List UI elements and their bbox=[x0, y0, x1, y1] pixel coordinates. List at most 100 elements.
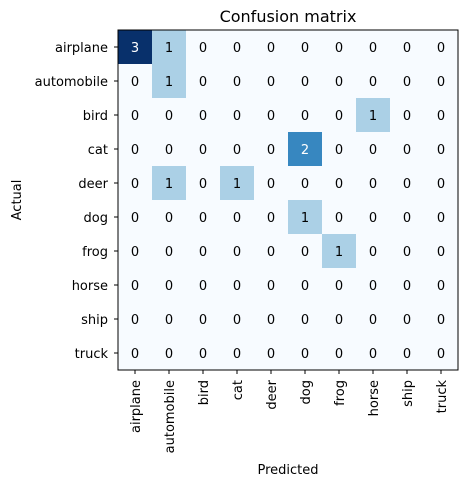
cell-value-label: 0 bbox=[369, 211, 377, 226]
cell-value-label: 0 bbox=[369, 177, 377, 192]
cell-value-label: 0 bbox=[131, 177, 139, 192]
heatmap-cell bbox=[254, 268, 288, 302]
cell-value-label: 0 bbox=[131, 347, 139, 362]
heatmap-cell bbox=[322, 234, 356, 268]
heatmap-cell bbox=[322, 64, 356, 98]
cell-value-label: 1 bbox=[165, 177, 173, 192]
heatmap-cell bbox=[118, 200, 152, 234]
cell-value-label: 1 bbox=[301, 211, 309, 226]
cell-value-label: 0 bbox=[267, 245, 275, 260]
cell-value-label: 0 bbox=[301, 177, 309, 192]
y-tick-label: horse bbox=[72, 279, 108, 294]
heatmap-cell bbox=[322, 166, 356, 200]
heatmap-cell bbox=[390, 268, 424, 302]
heatmap-cell bbox=[118, 98, 152, 132]
cell-value-label: 0 bbox=[335, 75, 343, 90]
x-tick-label: horse bbox=[367, 380, 382, 416]
cell-value-label: 0 bbox=[131, 109, 139, 124]
heatmap-cell bbox=[254, 336, 288, 370]
heatmap-cell bbox=[254, 166, 288, 200]
chart-title: Confusion matrix bbox=[220, 7, 357, 26]
heatmap-cell bbox=[220, 64, 254, 98]
heatmap-cell bbox=[424, 98, 458, 132]
heatmap-cell bbox=[254, 200, 288, 234]
cell-value-label: 0 bbox=[437, 109, 445, 124]
cell-value-label: 0 bbox=[131, 279, 139, 294]
heatmap-cell bbox=[118, 302, 152, 336]
heatmap-cell bbox=[220, 200, 254, 234]
cell-value-label: 1 bbox=[165, 41, 173, 56]
cell-value-label: 0 bbox=[267, 313, 275, 328]
heatmap-cell bbox=[390, 132, 424, 166]
y-tick-label: bird bbox=[83, 109, 108, 124]
x-tick-label: ship bbox=[401, 380, 416, 407]
heatmap-cell bbox=[186, 98, 220, 132]
heatmap-cell bbox=[424, 132, 458, 166]
cell-value-label: 0 bbox=[199, 211, 207, 226]
cell-value-label: 0 bbox=[233, 109, 241, 124]
heatmap-cell bbox=[152, 166, 186, 200]
cell-value-label: 0 bbox=[437, 279, 445, 294]
heatmap-cell bbox=[356, 30, 390, 64]
cell-value-label: 0 bbox=[131, 313, 139, 328]
heatmap-cell bbox=[220, 166, 254, 200]
heatmap-cell bbox=[322, 302, 356, 336]
cell-value-label: 0 bbox=[301, 347, 309, 362]
heatmap-cell bbox=[424, 302, 458, 336]
cell-value-label: 0 bbox=[301, 41, 309, 56]
heatmap-cell bbox=[356, 302, 390, 336]
heatmap-cell bbox=[390, 336, 424, 370]
heatmap-cell bbox=[390, 200, 424, 234]
x-tick-label: airplane bbox=[129, 380, 144, 433]
y-tick-label: truck bbox=[75, 347, 109, 362]
x-tick-label: truck bbox=[435, 380, 450, 414]
heatmap-cell bbox=[220, 234, 254, 268]
cell-value-label: 0 bbox=[403, 41, 411, 56]
heatmap-cell bbox=[288, 336, 322, 370]
heatmap-cell bbox=[356, 64, 390, 98]
cell-value-label: 0 bbox=[199, 41, 207, 56]
cell-value-label: 0 bbox=[369, 279, 377, 294]
cell-value-label: 0 bbox=[437, 177, 445, 192]
heatmap-cell bbox=[220, 132, 254, 166]
cell-value-label: 0 bbox=[267, 75, 275, 90]
cell-value-label: 0 bbox=[199, 279, 207, 294]
y-axis-ticks: airplane automobile bird cat deer dog frog hors… bbox=[35, 41, 118, 362]
y-tick-label: airplane bbox=[55, 41, 108, 56]
heatmap-cell bbox=[186, 234, 220, 268]
heatmap-cell bbox=[152, 302, 186, 336]
cell-value-label: 0 bbox=[403, 347, 411, 362]
cell-value-label: 0 bbox=[403, 313, 411, 328]
cell-value-label: 0 bbox=[301, 245, 309, 260]
heatmap-cell bbox=[186, 200, 220, 234]
heatmap-cell bbox=[390, 234, 424, 268]
cell-value-label: 0 bbox=[335, 211, 343, 226]
cell-value-label: 0 bbox=[369, 313, 377, 328]
heatmap-cells bbox=[118, 30, 458, 370]
heatmap-cell bbox=[356, 234, 390, 268]
cell-value-label: 0 bbox=[369, 347, 377, 362]
heatmap-cell bbox=[322, 268, 356, 302]
cell-value-label: 1 bbox=[233, 177, 241, 192]
cell-value-label: 0 bbox=[403, 177, 411, 192]
cell-value-label: 0 bbox=[437, 41, 445, 56]
heatmap-cell bbox=[424, 30, 458, 64]
cell-value-label: 0 bbox=[437, 313, 445, 328]
cell-value-label: 0 bbox=[199, 109, 207, 124]
x-axis-ticks: airplane automobile bird cat deer dog frog hors… bbox=[129, 370, 450, 453]
cell-value-label: 0 bbox=[199, 75, 207, 90]
heatmap-cell bbox=[254, 98, 288, 132]
x-tick-label: dog bbox=[299, 380, 314, 404]
cell-value-label: 0 bbox=[403, 245, 411, 260]
heatmap-cell bbox=[186, 166, 220, 200]
heatmap-cell bbox=[424, 166, 458, 200]
cell-value-label: 0 bbox=[403, 75, 411, 90]
y-tick-label: dog bbox=[84, 211, 108, 226]
heatmap-cell bbox=[254, 30, 288, 64]
heatmap-cell bbox=[322, 200, 356, 234]
cell-value-label: 0 bbox=[301, 75, 309, 90]
cell-value-label: 0 bbox=[301, 279, 309, 294]
heatmap-cell bbox=[390, 64, 424, 98]
heatmap-cell bbox=[118, 234, 152, 268]
